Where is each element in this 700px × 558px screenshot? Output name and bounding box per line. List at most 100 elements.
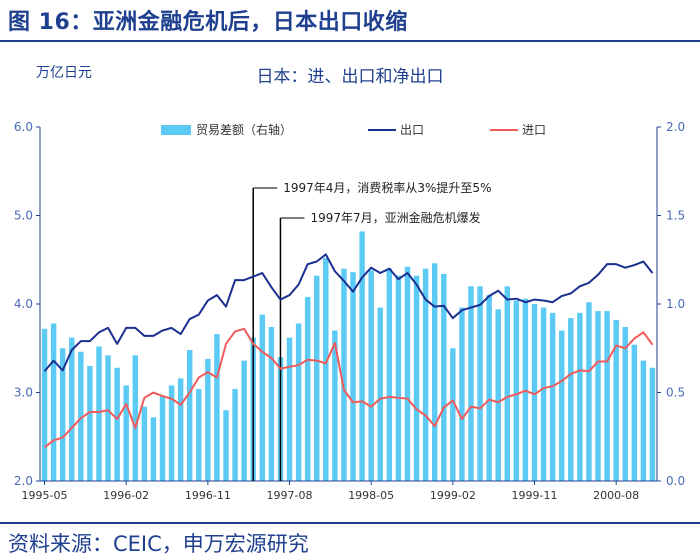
series-lines: [43, 253, 654, 449]
trade-balance-bar: [241, 360, 247, 481]
trade-balance-bar: [622, 327, 628, 481]
x-tick-label: 1999-02: [430, 489, 476, 502]
trade-balance-bar: [359, 231, 365, 481]
legend-label-exports: 出口: [400, 123, 424, 137]
trade-balance-bar: [413, 275, 420, 481]
trade-balance-bar: [441, 273, 447, 481]
trade-balance-bar: [350, 272, 356, 481]
trade-balance-bar: [540, 307, 547, 481]
trade-balance-bar: [495, 309, 501, 481]
trade-balance-bar: [386, 268, 393, 481]
trade-balance-bar: [87, 365, 93, 481]
x-tick-label: 1997-08: [267, 489, 313, 502]
bottom-rule: [0, 522, 700, 524]
trade-balance-bar: [59, 348, 66, 481]
trade-balance-bar: [214, 334, 220, 481]
trade-balance-bar: [332, 330, 338, 481]
left-tick-label: 2.0: [14, 474, 33, 488]
left-tick-label: 6.0: [14, 120, 33, 134]
trade-balance-bar: [177, 378, 184, 481]
annotation-label: 1997年7月，亚洲金融危机爆发: [310, 210, 480, 225]
trade-balance-bar: [649, 367, 656, 481]
trade-balance-bar: [259, 314, 266, 481]
trade-balance-bar: [268, 327, 275, 481]
trade-balance-bar: [377, 307, 383, 481]
trade-balance-bar: [404, 266, 411, 481]
trade-balance-bar: [223, 410, 229, 481]
imports-line: [43, 327, 654, 449]
trade-balance-bar: [69, 337, 75, 481]
right-tick-label: 0.0: [666, 474, 685, 488]
trade-balance-bar: [205, 358, 211, 481]
trade-balance-bar: [395, 275, 402, 481]
trade-balance-bar: [105, 355, 111, 481]
trade-balance-bar: [314, 275, 320, 481]
legend-swatch-trade-balance: [161, 125, 191, 135]
trade-balance-bar: [186, 350, 193, 481]
trade-balance-bar: [513, 300, 520, 481]
exports-line: [43, 253, 654, 372]
trade-balance-bar: [41, 328, 48, 481]
trade-balance-bar: [132, 355, 138, 481]
trade-balance-bar: [559, 330, 565, 481]
annotation-label: 1997年4月，消费税率从3%提升至5%: [283, 180, 491, 195]
right-tick-label: 1.5: [666, 209, 685, 223]
trade-balance-bar: [459, 307, 465, 481]
annotations: 1997年4月，消费税率从3%提升至5% 1997年7月，亚洲金融危机爆发: [252, 180, 491, 481]
legend-label-imports: 进口: [522, 123, 546, 137]
x-tick-label: 2000-08: [593, 489, 639, 502]
trade-balance-bar: [150, 417, 157, 481]
trade-balance-bar: [450, 348, 456, 481]
trade-balance-bar: [96, 346, 102, 481]
trade-balance-bar: [631, 344, 638, 481]
right-tick-label: 0.5: [666, 386, 685, 400]
trade-balance-bar: [531, 304, 538, 481]
trade-balance-bar: [613, 319, 619, 481]
trade-balance-bar: [295, 323, 302, 481]
right-tick-label: 1.0: [666, 297, 685, 311]
trade-balance-bar: [123, 385, 129, 481]
trade-balance-bar: [486, 295, 492, 481]
x-tick-label: 1998-05: [348, 489, 394, 502]
trade-balance-bar: [468, 286, 474, 481]
source-note: 资料来源：CEIC，申万宏源研究: [8, 532, 309, 556]
trade-balance-bar: [114, 367, 120, 481]
trade-balance-bar: [640, 360, 647, 481]
title-rule: [0, 40, 700, 42]
trade-balance-bar: [368, 270, 374, 481]
trade-balance-bar: [604, 311, 610, 481]
x-tick-label: 1996-02: [103, 489, 149, 502]
trade-balance-bar: [568, 318, 574, 481]
figure-title: 图 16：亚洲金融危机后，日本出口收缩: [8, 10, 408, 35]
left-axis-unit: 万亿日元: [36, 65, 92, 81]
trade-balance-bar: [477, 286, 483, 481]
x-tick-label: 1996-11: [185, 489, 231, 502]
trade-balance-bar: [168, 385, 175, 481]
right-tick-label: 2.0: [666, 120, 685, 134]
x-tick-label: 1999-11: [512, 489, 558, 502]
left-tick-label: 5.0: [14, 209, 33, 223]
trade-balance-bar: [323, 257, 329, 481]
trade-balance-bar: [422, 268, 429, 481]
trade-balance-bar: [341, 268, 347, 481]
trade-balance-bar: [549, 312, 556, 481]
trade-balance-bar: [78, 351, 84, 481]
chart-title: 日本：进、出口和净出口: [256, 67, 444, 87]
trade-balance-bar: [286, 337, 293, 481]
left-tick-label: 4.0: [14, 297, 33, 311]
trade-balance-bar: [577, 312, 583, 481]
trade-balance-bar: [304, 296, 311, 481]
x-tick-label: 1995-05: [22, 489, 68, 502]
trade-balance-bar: [595, 311, 601, 481]
trade-balance-bar: [232, 388, 238, 481]
trade-balance-bar: [141, 406, 148, 481]
legend-label-trade-balance: 贸易差额（右轴）: [196, 122, 292, 137]
trade-balance-bar: [159, 396, 166, 481]
trade-balance-bar: [504, 286, 510, 481]
trade-balance-bar: [196, 388, 202, 481]
trade-balance-bar: [586, 302, 592, 481]
chart-legend: 贸易差额（右轴） 出口 进口: [161, 122, 546, 137]
trade-balance-bar: [431, 263, 438, 481]
